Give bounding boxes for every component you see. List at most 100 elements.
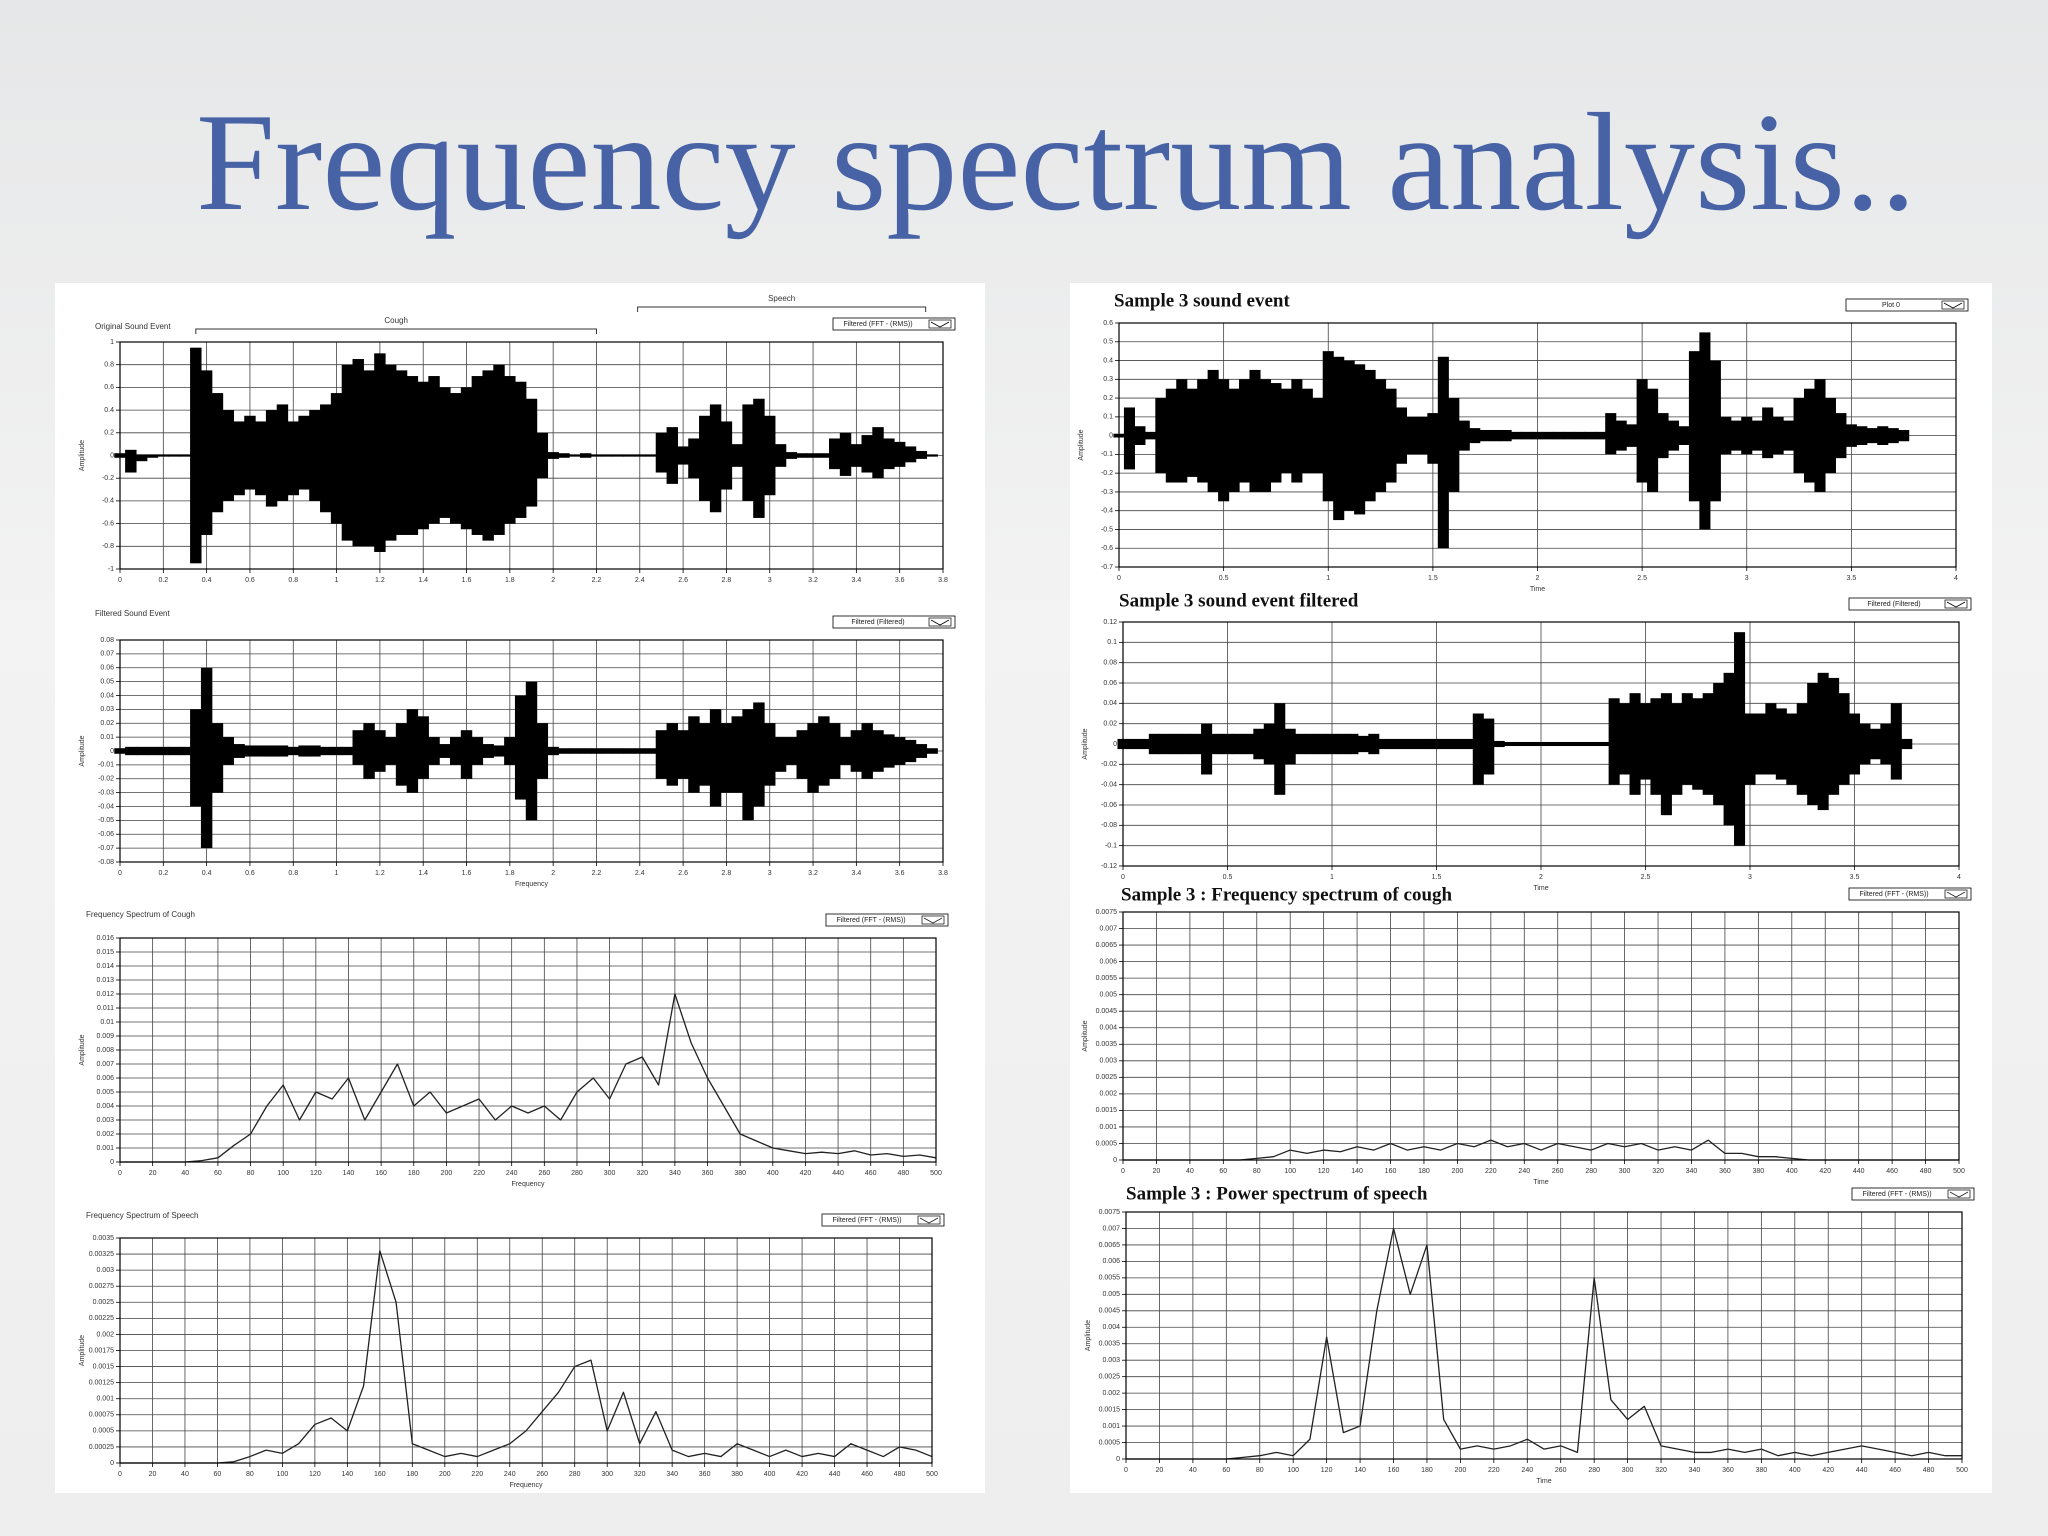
x-tick-label: 0.4 — [202, 577, 212, 584]
chart-title: Sample 3 sound event filtered — [1119, 590, 1359, 611]
waveform-sample — [157, 454, 170, 457]
waveform-sample — [742, 709, 754, 821]
x-tick-label: 1.6 — [462, 577, 472, 584]
waveform-sample — [352, 730, 364, 765]
x-tick-label: 3.4 — [852, 870, 862, 877]
waveform-sample — [1148, 733, 1160, 755]
waveform-sample — [1594, 431, 1606, 440]
x-tick-label: 380 — [1756, 1467, 1768, 1474]
legend-box — [1848, 597, 1972, 611]
x-tick-label: 380 — [731, 1471, 743, 1478]
legend-swatch-line — [1943, 302, 1963, 309]
x-tick-label: 2.6 — [678, 577, 688, 584]
plot-border — [119, 639, 944, 863]
y-tick-label: -0.05 — [98, 817, 114, 824]
waveform-sample — [807, 723, 819, 793]
y-axis-label: Amplitude — [1078, 429, 1085, 460]
waveform-sample — [179, 454, 191, 457]
legend-swatch — [1944, 889, 1968, 899]
x-tick-label: 140 — [1354, 1467, 1366, 1474]
y-axis-label: Amplitude — [79, 1034, 86, 1065]
waveform-sample — [1563, 431, 1575, 440]
waveform-sample — [1741, 416, 1753, 455]
waveform-sample — [330, 746, 343, 756]
waveform-sample — [417, 381, 429, 530]
y-tick-label: 0.009 — [96, 1033, 114, 1040]
waveform-sample — [774, 444, 787, 467]
y-tick-label: 0.007 — [1102, 1225, 1120, 1232]
waveform-sample — [1866, 428, 1878, 444]
y-tick-label: 0.001 — [96, 1145, 114, 1152]
x-axis-label: Frequency — [509, 1482, 543, 1489]
waveform-sample — [493, 364, 505, 535]
x-tick-label: 160 — [375, 1170, 387, 1177]
y-tick-label: 0.005 — [96, 1089, 114, 1096]
x-tick-label: 260 — [1555, 1467, 1567, 1474]
waveform-sample — [699, 723, 711, 786]
waveform-sample — [764, 723, 776, 786]
waveform-sample — [265, 745, 278, 757]
waveform-sample — [1451, 738, 1463, 750]
waveform-sample — [883, 438, 895, 470]
waveform-sample — [1500, 429, 1512, 442]
x-axis-label: Time — [1536, 1478, 1551, 1485]
waveform-sample — [1598, 741, 1610, 747]
legend-swatch-line — [1946, 891, 1966, 898]
legend-swatch — [1941, 300, 1965, 310]
waveform-sample — [818, 453, 830, 458]
x-tick-label: 4 — [1957, 874, 1961, 881]
y-axis-label: Amplitude — [79, 440, 86, 471]
waveform-sample — [850, 444, 863, 467]
x-axis-label: Frequency — [511, 1181, 545, 1188]
waveform-sample — [1389, 738, 1401, 750]
waveform-sample — [1301, 388, 1313, 474]
x-tick-label: 340 — [1686, 1168, 1698, 1175]
waveform-sample — [1796, 703, 1808, 795]
y-tick-label: 0.01 — [100, 734, 114, 741]
waveform-sample — [1201, 723, 1213, 775]
y-tick-label: -0.04 — [1101, 782, 1117, 789]
y-tick-label: 0.013 — [96, 977, 114, 984]
waveform-sample — [1169, 733, 1181, 755]
y-tick-label: 0.007 — [1099, 925, 1117, 932]
y-tick-label: 0.05 — [100, 678, 114, 685]
y-axis-label: Amplitude — [79, 735, 86, 766]
waveform-sample — [125, 449, 137, 473]
x-tick-label: 0.8 — [288, 577, 298, 584]
y-tick-label: -0.4 — [102, 498, 114, 505]
x-tick-label: 460 — [1889, 1467, 1901, 1474]
waveform-sample — [1514, 741, 1526, 747]
waveform-sample — [471, 376, 484, 535]
waveform-sample — [352, 359, 364, 547]
x-tick-label: 0.2 — [158, 577, 168, 584]
y-tick-label: 0.1 — [1107, 639, 1117, 646]
waveform-sample — [211, 393, 224, 513]
x-tick-label: 420 — [1822, 1467, 1834, 1474]
waveform-sample — [1545, 741, 1557, 747]
x-tick-label: 160 — [1388, 1467, 1400, 1474]
x-tick-label: 240 — [1518, 1168, 1530, 1175]
waveform-sample — [1877, 426, 1889, 445]
y-tick-label: -0.6 — [102, 520, 114, 527]
waveform-sample — [1584, 431, 1596, 440]
x-tick-label: 0.4 — [202, 870, 212, 877]
legend-swatch-line — [930, 619, 950, 626]
x-tick-label: 420 — [800, 1170, 812, 1177]
waveform-sample — [200, 667, 213, 849]
x-tick-label: 180 — [408, 1170, 420, 1177]
x-tick-label: 2.8 — [722, 870, 732, 877]
x-tick-label: 2.5 — [1641, 874, 1651, 881]
waveform-sample — [1754, 713, 1766, 775]
waveform-sample — [1845, 424, 1857, 447]
x-tick-label: 480 — [1923, 1467, 1935, 1474]
y-tick-label: 0.0045 — [1099, 1308, 1121, 1315]
waveform-sample — [1270, 383, 1282, 483]
x-axis-label: Time — [1533, 1179, 1548, 1186]
plot-border — [1118, 322, 1957, 568]
waveform-sample — [363, 723, 375, 779]
waveform-sample — [915, 744, 928, 758]
y-tick-label: 0.012 — [96, 991, 114, 998]
waveform-sample — [1263, 723, 1275, 765]
waveform-sample — [1713, 683, 1725, 805]
legend-box — [1845, 298, 1969, 312]
